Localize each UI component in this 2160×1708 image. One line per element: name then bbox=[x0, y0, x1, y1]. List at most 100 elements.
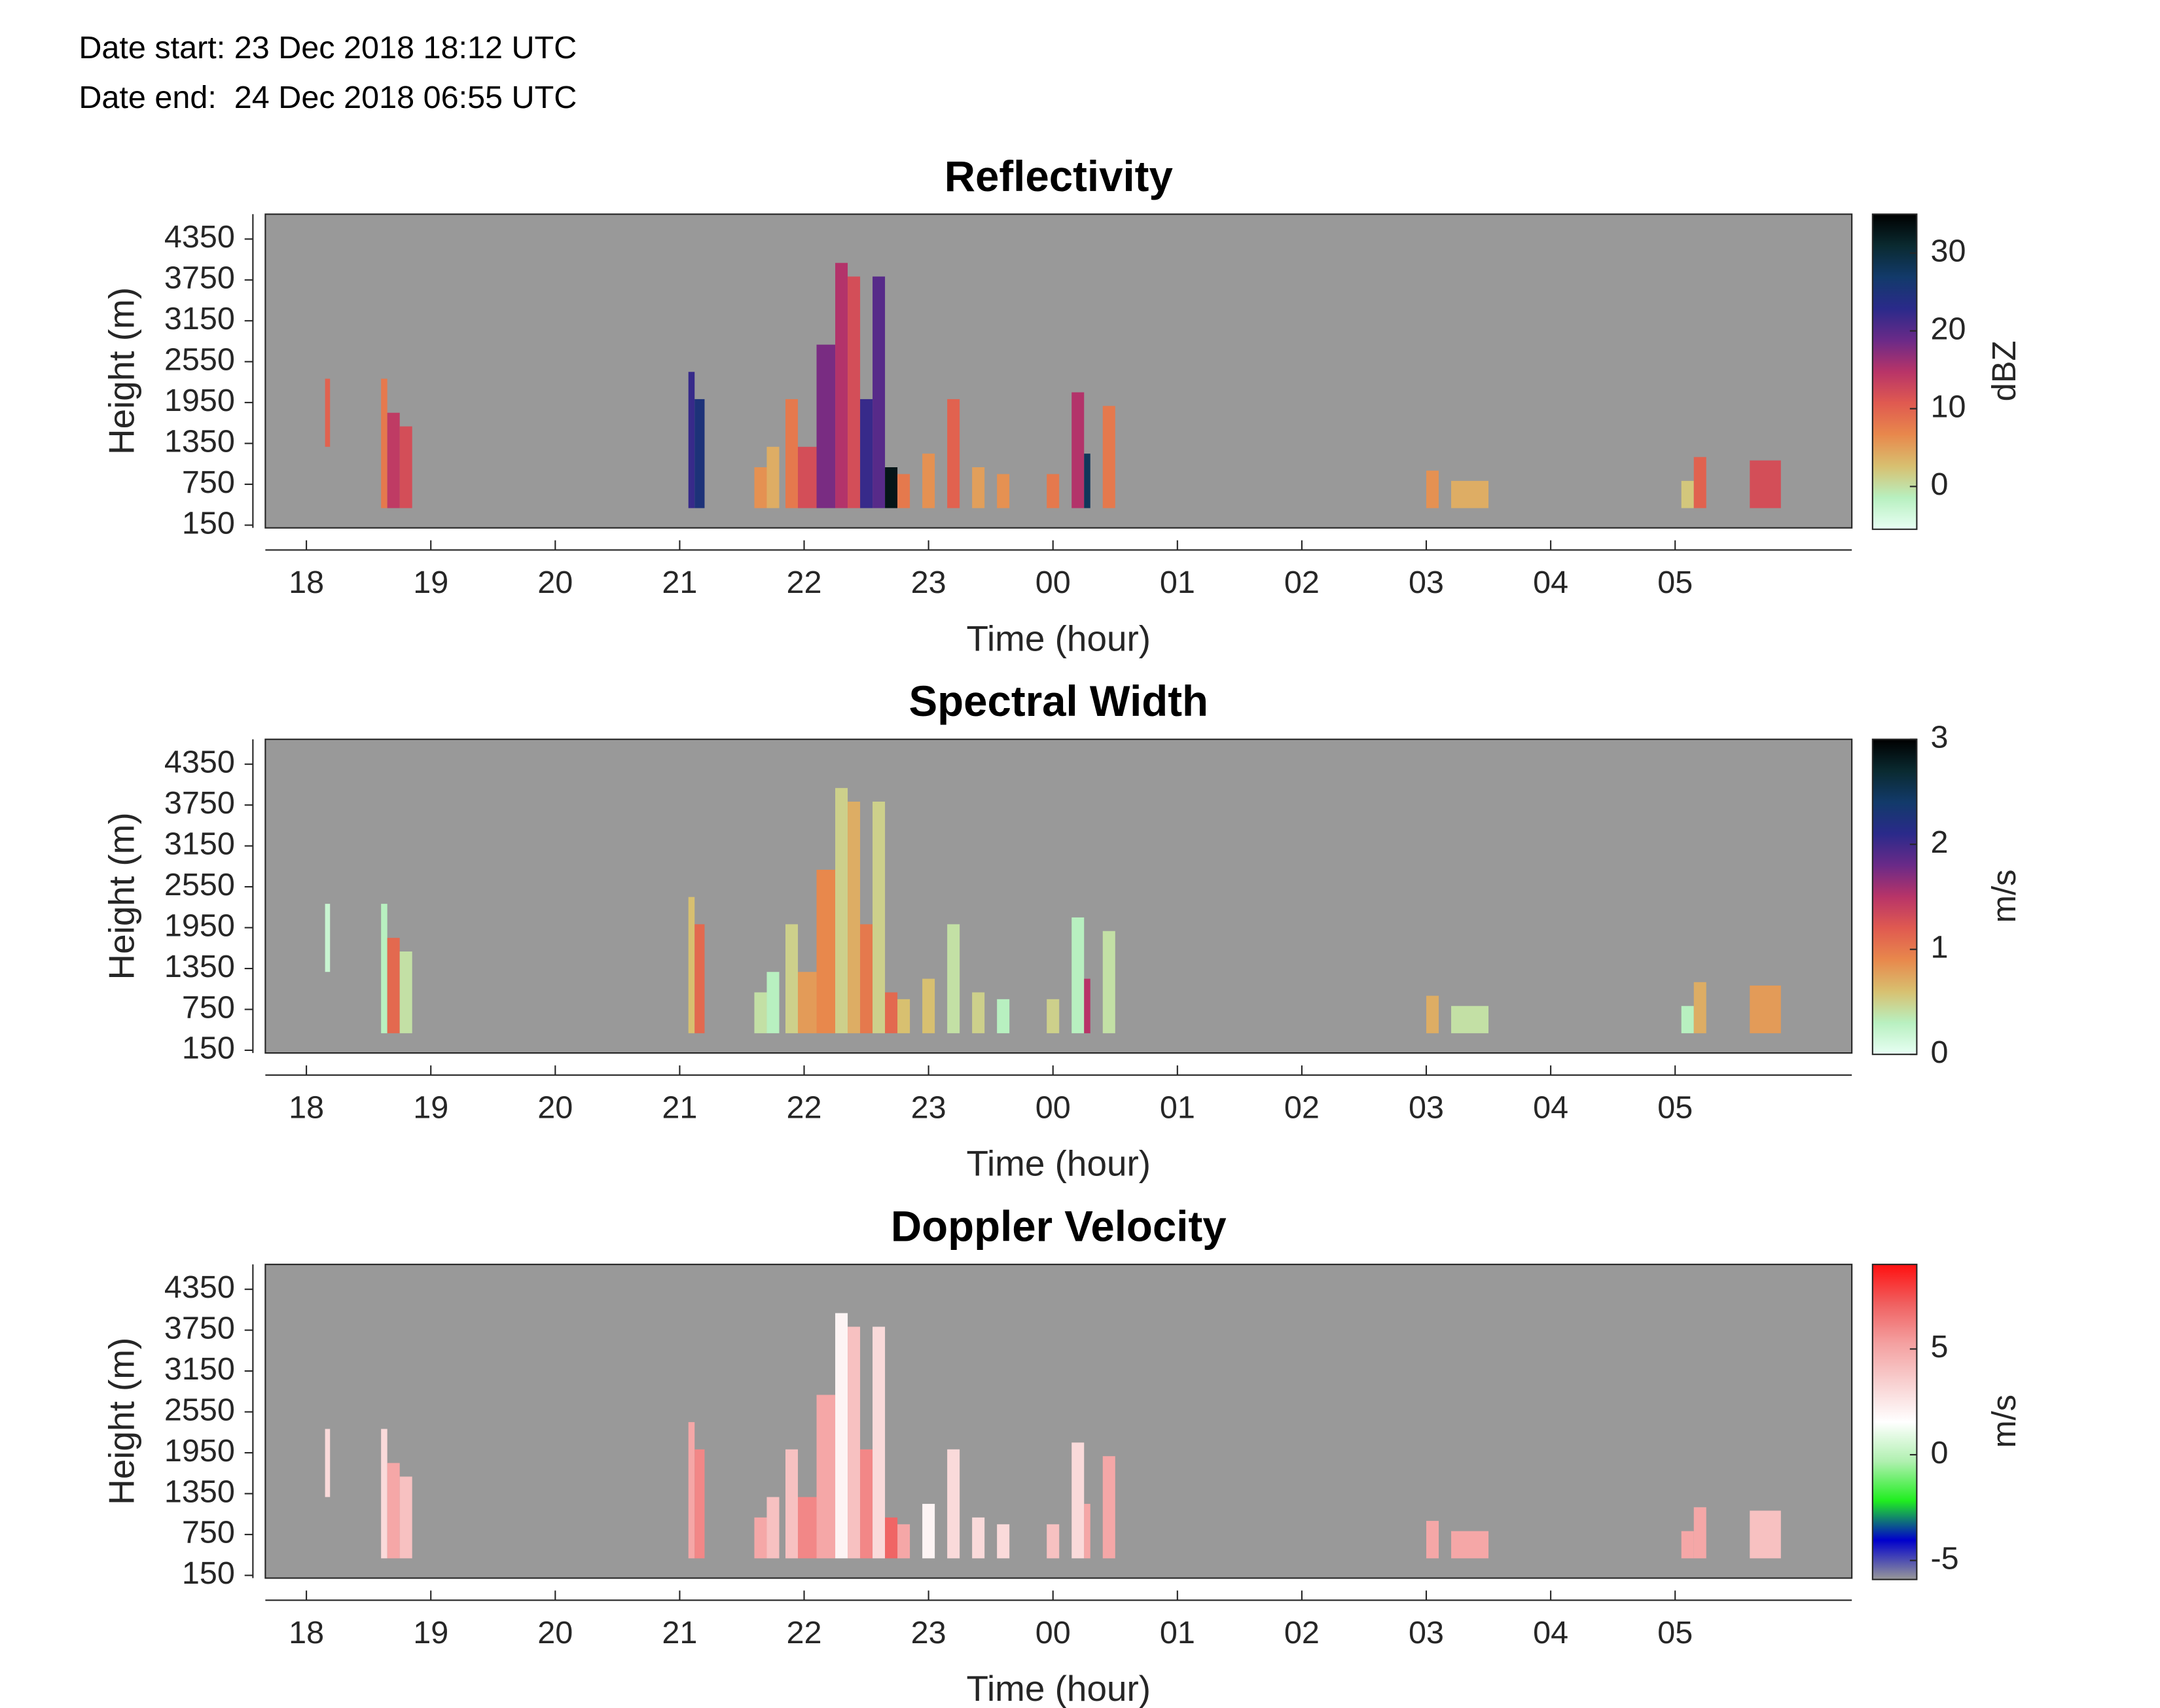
y-tick-label: 4350 bbox=[164, 745, 235, 780]
echo-cell bbox=[997, 474, 1010, 508]
echo-cell bbox=[873, 801, 886, 1033]
echo-cell bbox=[947, 1449, 960, 1559]
echo-cell bbox=[835, 788, 848, 1033]
y-tick-label: 1350 bbox=[164, 1474, 235, 1509]
colorbar-tick-label: 10 bbox=[1931, 389, 1966, 424]
echo-cell bbox=[873, 1326, 886, 1559]
y-tick-label: 3150 bbox=[164, 826, 235, 861]
y-tick-label: 3150 bbox=[164, 1351, 235, 1387]
echo-cell bbox=[399, 951, 412, 1033]
x-tick-label: 04 bbox=[1533, 1090, 1568, 1125]
echo-cell bbox=[897, 1524, 910, 1559]
x-tick-label: 05 bbox=[1657, 565, 1693, 600]
echo-cell bbox=[766, 972, 780, 1033]
y-tick-label: 4350 bbox=[164, 1270, 235, 1305]
echo-cell bbox=[688, 372, 695, 508]
colorbar-tick-label: 30 bbox=[1931, 234, 1966, 269]
echo-cell bbox=[785, 1449, 799, 1559]
colorbar-label: m/s bbox=[1985, 870, 2023, 923]
x-tick-label: 02 bbox=[1284, 1090, 1320, 1125]
x-tick-label: 00 bbox=[1035, 1615, 1071, 1650]
echo-cell bbox=[1047, 999, 1060, 1033]
colorbar-tick-label: 0 bbox=[1931, 1435, 1949, 1470]
echo-cell bbox=[325, 904, 331, 972]
x-tick-label: 23 bbox=[911, 1615, 946, 1650]
echo-cell bbox=[387, 938, 400, 1033]
echo-cell bbox=[754, 1517, 767, 1559]
echo-cell bbox=[694, 399, 705, 508]
y-tick-label: 4350 bbox=[164, 219, 235, 255]
echo-cell bbox=[835, 1313, 848, 1559]
x-tick-label: 20 bbox=[537, 1090, 573, 1125]
panel-title: Reflectivity bbox=[945, 152, 1174, 200]
echo-cell bbox=[1426, 1521, 1439, 1559]
echo-cell bbox=[922, 1504, 935, 1559]
y-tick-label: 150 bbox=[182, 1031, 235, 1066]
colorbar-tick-label: 5 bbox=[1931, 1329, 1949, 1364]
echo-cell bbox=[1693, 1507, 1706, 1559]
x-tick-label: 21 bbox=[662, 565, 697, 600]
x-tick-label: 05 bbox=[1657, 1615, 1693, 1650]
y-tick-label: 2550 bbox=[164, 867, 235, 902]
x-tick-label: 04 bbox=[1533, 565, 1568, 600]
echo-cell bbox=[387, 1463, 400, 1559]
y-tick-label: 1350 bbox=[164, 949, 235, 984]
colorbar bbox=[1871, 1264, 1918, 1580]
x-tick-label: 01 bbox=[1160, 1615, 1195, 1650]
echo-cell bbox=[1693, 982, 1706, 1033]
echo-cell bbox=[399, 426, 412, 508]
echo-cell bbox=[798, 446, 817, 508]
colorbar-tick-label: 0 bbox=[1931, 467, 1949, 502]
x-tick-label: 00 bbox=[1035, 1090, 1071, 1125]
echo-cell bbox=[399, 1476, 412, 1559]
echo-cell bbox=[1750, 1510, 1781, 1559]
echo-cell bbox=[997, 999, 1010, 1033]
echo-cell bbox=[972, 467, 985, 508]
echo-cell bbox=[816, 870, 836, 1033]
y-tick-label: 150 bbox=[182, 505, 235, 541]
y-tick-label: 150 bbox=[182, 1556, 235, 1591]
echo-cell bbox=[997, 1524, 1010, 1559]
echo-cell bbox=[897, 474, 910, 508]
panel-title: Doppler Velocity bbox=[891, 1203, 1227, 1251]
y-tick-label: 3750 bbox=[164, 785, 235, 821]
echo-cell bbox=[1084, 978, 1090, 1033]
colorbar-label: dBZ bbox=[1985, 341, 2023, 402]
echo-cell bbox=[860, 399, 873, 508]
x-tick-label: 01 bbox=[1160, 565, 1195, 600]
x-tick-label: 20 bbox=[537, 565, 573, 600]
x-tick-label: 03 bbox=[1409, 565, 1444, 600]
colorbar bbox=[1871, 738, 1918, 1056]
x-tick-label: 22 bbox=[787, 1615, 822, 1650]
echo-cell bbox=[754, 467, 767, 508]
x-tick-label: 23 bbox=[911, 565, 946, 600]
echo-cell bbox=[972, 1517, 985, 1559]
echo-cell bbox=[325, 1429, 331, 1497]
y-tick-label: 1350 bbox=[164, 423, 235, 459]
echo-cell bbox=[947, 924, 960, 1033]
y-tick-label: 3750 bbox=[164, 1310, 235, 1345]
echo-cell bbox=[1750, 460, 1781, 508]
x-tick-label: 19 bbox=[413, 1090, 448, 1125]
echo-cell bbox=[1102, 1456, 1115, 1559]
colorbar bbox=[1871, 213, 1918, 530]
echo-cell bbox=[1451, 1531, 1489, 1559]
echo-cell bbox=[694, 1449, 705, 1559]
echo-cell bbox=[325, 378, 331, 447]
y-axis-label: Height (m) bbox=[101, 287, 142, 455]
x-tick-label: 05 bbox=[1657, 1090, 1693, 1125]
echo-cell bbox=[1681, 1531, 1694, 1559]
echo-cell bbox=[694, 924, 705, 1033]
echo-cell bbox=[848, 801, 861, 1033]
echo-cell bbox=[885, 992, 898, 1033]
echo-cell bbox=[885, 467, 898, 508]
echo-cell bbox=[754, 992, 767, 1033]
x-tick-label: 03 bbox=[1409, 1090, 1444, 1125]
y-axis-label: Height (m) bbox=[101, 1338, 142, 1505]
echo-cell bbox=[1071, 917, 1085, 1033]
echo-cell bbox=[835, 262, 848, 508]
x-axis-label: Time (hour) bbox=[967, 618, 1151, 658]
panel-title: Spectral Width bbox=[909, 677, 1208, 725]
echo-cell bbox=[798, 972, 817, 1033]
